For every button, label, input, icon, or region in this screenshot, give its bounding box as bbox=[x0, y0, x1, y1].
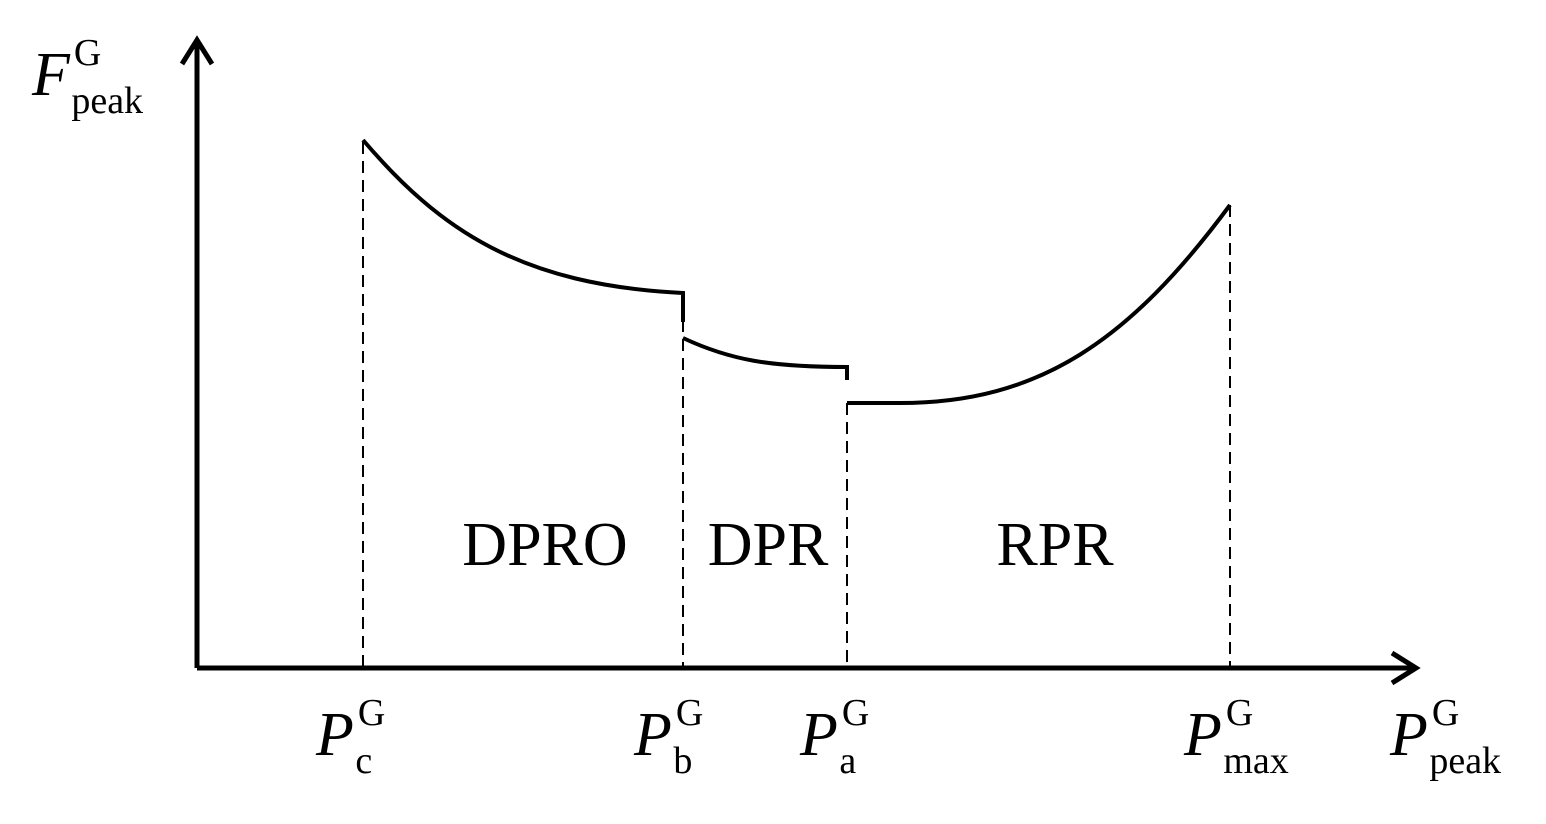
label-part: G bbox=[358, 692, 385, 734]
label-part: P bbox=[1389, 701, 1428, 769]
label-part: a bbox=[839, 740, 856, 782]
curve-dpr bbox=[682, 336, 849, 380]
label-part: peak bbox=[71, 80, 143, 122]
label-part: F bbox=[31, 41, 71, 109]
label-part: G bbox=[842, 692, 869, 734]
x-axis bbox=[197, 650, 1421, 686]
label-part: G bbox=[1432, 692, 1459, 734]
label-part: c bbox=[355, 740, 372, 782]
label-part: P bbox=[315, 701, 354, 769]
region-label: RPR bbox=[996, 511, 1114, 579]
label-part: P bbox=[633, 701, 672, 769]
label-part: max bbox=[1223, 740, 1288, 782]
y-axis bbox=[179, 35, 215, 668]
label-part: P bbox=[1183, 701, 1222, 769]
region-label: DPR bbox=[708, 511, 829, 579]
label-part: G bbox=[676, 692, 703, 734]
label-part: P bbox=[799, 701, 838, 769]
curve-rpr bbox=[847, 203, 1232, 405]
label-part: G bbox=[74, 32, 101, 74]
region-label: DPRO bbox=[462, 511, 627, 579]
label-part: peak bbox=[1429, 740, 1501, 782]
curve-dpro bbox=[361, 138, 685, 322]
label-part: b bbox=[673, 740, 692, 782]
label-part: G bbox=[1226, 692, 1253, 734]
